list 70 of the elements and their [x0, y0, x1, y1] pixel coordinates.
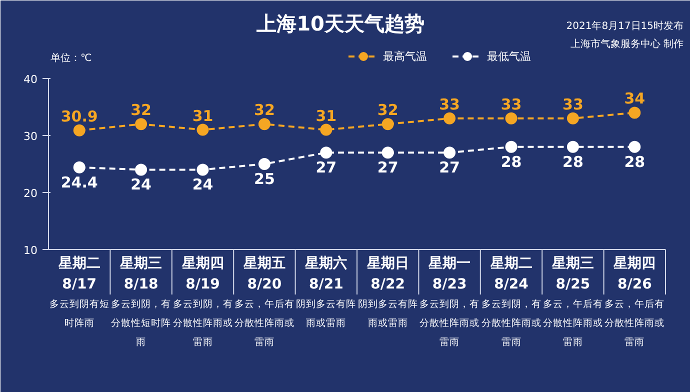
- text: 阴到多云有阵雨或雷雨: [296, 298, 356, 329]
- x-tick-label: 星期三 8/25: [550, 256, 594, 292]
- point: [566, 140, 579, 153]
- text: 多云到阴，有分散性短时阵雨: [111, 298, 172, 348]
- point: [258, 118, 270, 130]
- data-label: 27: [316, 158, 337, 177]
- point: [628, 140, 641, 153]
- text: 上海市气象服务中心 制作: [570, 38, 684, 50]
- y-tick-label: 30: [24, 130, 38, 143]
- data-label: 24.4: [60, 173, 98, 192]
- x-tick-label: 星期二 8/17: [57, 256, 100, 292]
- data-label: 28: [624, 152, 646, 171]
- point: [444, 112, 456, 124]
- data-label: 27: [439, 158, 460, 177]
- data-label: 28: [500, 152, 522, 171]
- point: [505, 112, 518, 124]
- data-label: 30.9: [60, 107, 98, 126]
- text: 阴到多云有阵雨或雷雨: [358, 298, 418, 329]
- data-label: 33: [562, 95, 584, 114]
- point: [444, 146, 456, 159]
- y-tick-label: 20: [24, 187, 38, 200]
- chart-title: 上海10天天气趋势: [256, 12, 424, 36]
- x-tick-label: 星期四 8/26: [612, 256, 656, 292]
- data-label: 33: [439, 95, 460, 114]
- x-tick-label: 星期三 8/18: [119, 256, 162, 292]
- x-tick-label: 星期一 8/23: [428, 256, 471, 292]
- point: [196, 164, 209, 176]
- data-label: 31: [192, 106, 214, 125]
- point: [135, 118, 148, 130]
- text: 多云到阴，有分散性阵雨或雷雨: [420, 298, 480, 348]
- point: [505, 140, 518, 153]
- text: 多云，午后有分散性阵雨或雷雨: [604, 298, 665, 348]
- data-label: 31: [316, 106, 337, 125]
- data-label: 25: [254, 170, 275, 188]
- x-tick-label: 星期五 8/20: [242, 256, 286, 292]
- data-label: 27: [377, 158, 398, 177]
- text: 多云到阴，有分散性阵雨或雷雨: [481, 298, 542, 348]
- data-label: 34: [624, 90, 646, 108]
- point: [320, 146, 332, 159]
- point: [628, 106, 641, 119]
- point: [566, 112, 579, 124]
- x-tick-label: 星期四 8/19: [180, 256, 224, 292]
- data-label: 24: [192, 176, 214, 194]
- y-tick-label: 40: [24, 73, 38, 86]
- text: 多云，午后有分散性阵雨或雷雨: [234, 298, 294, 348]
- data-label: 32: [254, 101, 275, 120]
- text: 多云到阴有短时阵雨: [49, 298, 110, 329]
- point: [196, 124, 209, 136]
- data-label: 28: [562, 152, 584, 171]
- data-label: 33: [500, 95, 522, 114]
- point: [320, 124, 332, 136]
- text: 多云，午后有分散性阵雨或雷雨: [542, 298, 603, 348]
- x-tick-label: 星期日 8/22: [366, 256, 409, 292]
- legend-label: 最低气温: [487, 48, 531, 64]
- y-tick-label: 10: [24, 244, 38, 257]
- x-tick-label: 星期二 8/24: [489, 256, 532, 292]
- point: [73, 161, 86, 174]
- data-label: 32: [130, 101, 152, 120]
- point: [258, 158, 270, 170]
- legend-label: 最高气温: [383, 48, 427, 64]
- data-label: 24: [130, 176, 152, 194]
- y-axis-title: 单位：℃: [50, 52, 92, 64]
- point: [135, 164, 148, 176]
- point: [73, 124, 86, 136]
- text: 多云到阴，有分散性阵雨或雷雨: [172, 298, 233, 348]
- data-label: 32: [377, 101, 398, 120]
- point: [382, 118, 394, 130]
- text: 2021年8月17日15时发布: [566, 20, 684, 32]
- point: [382, 146, 394, 159]
- x-tick-label: 星期六 8/21: [304, 254, 348, 292]
